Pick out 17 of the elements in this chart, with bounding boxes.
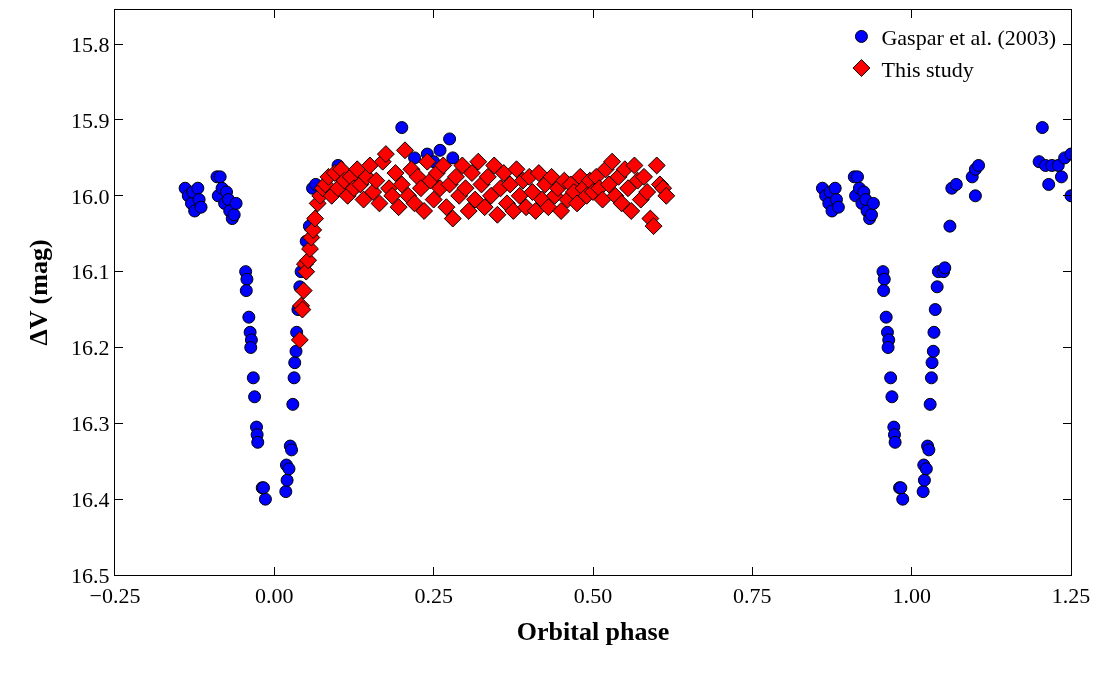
x-tick-label: 0.75 [733, 582, 772, 608]
x-tick-label: 0.50 [573, 582, 613, 608]
y-tick-label: 16.2 [71, 335, 110, 361]
x-tick-label: 1.00 [892, 582, 931, 608]
y-tick-label: 16.4 [71, 486, 110, 512]
y-tick-label: 15.8 [71, 31, 110, 57]
x-tick-label: 1.25 [1051, 582, 1091, 608]
y-axis-title: ΔV (mag) [24, 239, 54, 346]
y-tick-label: 16.3 [71, 411, 110, 437]
y-tick-label: 15.9 [71, 107, 110, 133]
x-tick-label: 0.00 [255, 582, 294, 608]
x-tick-label: 0.25 [414, 582, 453, 608]
legend-label: Gaspar et al. (2003) [881, 25, 1057, 51]
legend-label: This study [881, 56, 974, 82]
y-tick-label: 16.0 [71, 183, 110, 209]
x-axis-title: Orbital phase [516, 617, 670, 647]
y-tick-label: 16.1 [71, 259, 110, 285]
